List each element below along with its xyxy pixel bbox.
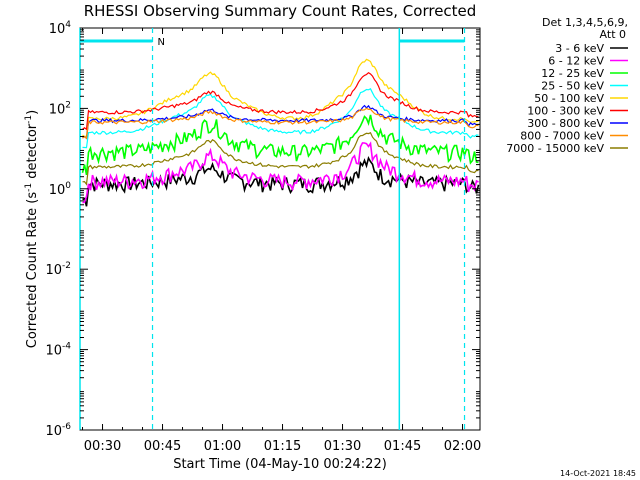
x-tick-label: 01:30 bbox=[324, 439, 361, 454]
x-axis: 00:30 00:45 01:00 01:15 01:30 01:45 02:00 bbox=[82, 28, 481, 454]
plot-frame bbox=[79, 27, 481, 431]
y-axis-title-end: ) bbox=[25, 110, 40, 115]
x-tick-label: 01:45 bbox=[384, 439, 421, 454]
legend-label: 3 - 6 keV bbox=[555, 42, 604, 55]
x-tick-label: 01:00 bbox=[204, 439, 241, 454]
y-axis-title-main: Corrected Count Rate (s bbox=[25, 192, 40, 349]
series-line bbox=[82, 58, 479, 138]
y-axis-title-mid: detector bbox=[25, 123, 40, 183]
x-tick-label: 00:45 bbox=[144, 439, 181, 454]
x-axis-title: Start Time (04-May-10 00:24:22) bbox=[173, 457, 387, 472]
series-line bbox=[82, 132, 479, 186]
x-tick-label: 02:00 bbox=[444, 439, 481, 454]
series-line bbox=[82, 71, 479, 131]
series-layer bbox=[81, 58, 480, 207]
night-overlay: N bbox=[79, 28, 466, 430]
legend-label: 300 - 800 keV bbox=[527, 117, 604, 130]
legend-header-line2: Att 0 bbox=[600, 28, 626, 41]
series-line bbox=[82, 87, 479, 149]
legend-label: 25 - 50 keV bbox=[541, 80, 604, 93]
legend-label: 6 - 12 keV bbox=[548, 55, 604, 68]
x-tick-label: 01:15 bbox=[264, 439, 301, 454]
legend-header-line1: Det 1,3,4,5,6,9, bbox=[542, 16, 628, 29]
x-tick-label: 00:30 bbox=[84, 439, 121, 454]
chart-title: RHESSI Observing Summary Count Rates, Co… bbox=[84, 2, 477, 20]
legend-label: 7000 - 15000 keV bbox=[506, 142, 604, 155]
y-tick-label: 10-2 bbox=[45, 261, 71, 278]
legend-label: 100 - 300 keV bbox=[527, 105, 604, 118]
series-line bbox=[81, 114, 479, 176]
y-tick-label: 10-4 bbox=[45, 342, 71, 359]
y-axis-title-sup1: -1 bbox=[24, 183, 34, 192]
y-axis-title: Corrected Count Rate (s-1 detector-1) bbox=[24, 110, 40, 348]
plot-area: N bbox=[79, 27, 481, 431]
series-line bbox=[82, 107, 479, 140]
legend-label: 50 - 100 keV bbox=[534, 92, 604, 105]
timestamp: 14-Oct-2021 18:45 bbox=[560, 469, 636, 478]
y-axis: 104 102 100 10-2 10-4 10-6 bbox=[45, 20, 480, 439]
legend-label: 12 - 25 keV bbox=[541, 67, 604, 80]
y-tick-label: 102 bbox=[49, 100, 71, 117]
y-axis-title-sup2: -1 bbox=[24, 115, 34, 124]
legend-label: 800 - 7000 keV bbox=[520, 130, 604, 143]
y-tick-label: 100 bbox=[49, 181, 72, 198]
flag-label: N bbox=[158, 37, 165, 48]
y-tick-label: 10-6 bbox=[45, 422, 71, 439]
series-line bbox=[82, 141, 479, 204]
y-tick-label: 104 bbox=[49, 20, 72, 37]
